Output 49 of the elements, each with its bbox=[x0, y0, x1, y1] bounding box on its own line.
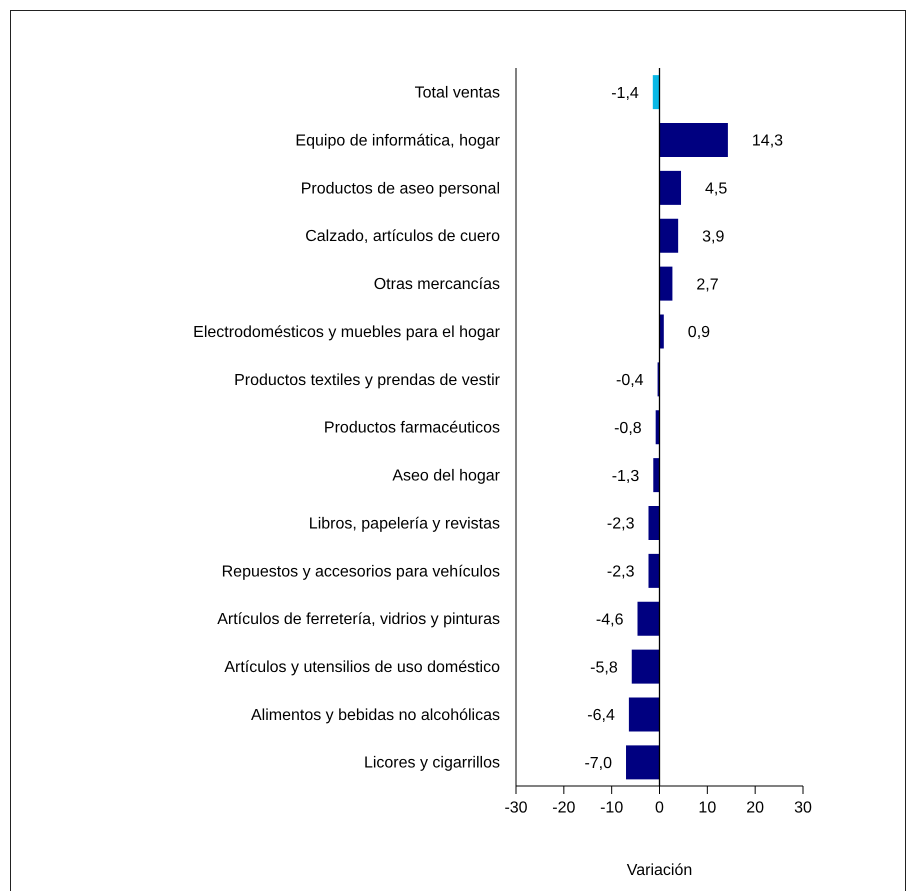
x-tick-label: 10 bbox=[698, 799, 716, 816]
y-tick-label: Calzado, artículos de cuero bbox=[305, 228, 500, 246]
data-label: -2,3 bbox=[606, 564, 635, 581]
data-label: 14,3 bbox=[752, 132, 784, 150]
data-label: -0,4 bbox=[616, 372, 644, 390]
bar bbox=[652, 75, 660, 110]
y-tick-label: Licores y cigarrillos bbox=[364, 754, 500, 772]
data-label: -4,6 bbox=[596, 611, 624, 628]
data-label: -1,4 bbox=[611, 84, 639, 102]
y-tick-label: Productos textiles y prendas de vestir bbox=[234, 372, 501, 389]
x-axis-title: Variación bbox=[626, 862, 692, 879]
y-tick-label: Productos de aseo personal bbox=[300, 180, 500, 198]
bar bbox=[660, 218, 678, 253]
data-label: -1,3 bbox=[612, 468, 640, 485]
y-tick-label: Alimentos y bebidas no alcohólicas bbox=[250, 706, 500, 724]
bar bbox=[632, 650, 660, 684]
data-label: -7,0 bbox=[584, 754, 612, 772]
bar bbox=[648, 506, 660, 540]
y-tick-label: Electrodomésticos y muebles para el hogar bbox=[193, 324, 501, 341]
y-tick-label: Productos farmacéuticos bbox=[324, 420, 500, 437]
y-tick-label: Total ventas bbox=[414, 84, 500, 102]
y-tick-label: Artículos de ferretería, vidrios y pinturas bbox=[217, 611, 500, 628]
data-label: 0,9 bbox=[688, 324, 710, 342]
x-tick-label: 30 bbox=[794, 799, 812, 816]
y-tick-label: Repuestos y accesorios para vehículos bbox=[222, 563, 500, 580]
data-label: -5,8 bbox=[590, 659, 618, 676]
data-label: 4,5 bbox=[705, 180, 728, 198]
x-tick-label: -20 bbox=[552, 799, 576, 816]
y-tick-label: Aseo del hogar bbox=[392, 468, 501, 485]
y-tick-label: Artículos y utensilios de uso doméstico bbox=[224, 659, 500, 676]
bar bbox=[628, 697, 660, 732]
bar bbox=[626, 745, 660, 780]
data-label: -6,4 bbox=[587, 707, 615, 724]
x-tick-label: 20 bbox=[746, 799, 764, 816]
data-label: 2,7 bbox=[696, 276, 719, 294]
data-label: -0,8 bbox=[614, 420, 642, 437]
y-tick-label: Otras mercancías bbox=[374, 276, 500, 294]
x-tick-label: 0 bbox=[655, 799, 664, 816]
bar bbox=[660, 123, 728, 158]
bar bbox=[648, 554, 660, 588]
y-tick-label: Libros, papelería y revistas bbox=[308, 515, 500, 532]
bar bbox=[660, 170, 682, 205]
x-tick-label: -30 bbox=[504, 799, 528, 816]
bar bbox=[660, 266, 672, 301]
y-tick-label: Equipo de informática, hogar bbox=[295, 132, 501, 150]
x-tick-label: -10 bbox=[600, 799, 624, 816]
data-label: -2,3 bbox=[606, 516, 635, 533]
bar bbox=[637, 602, 660, 636]
data-label: 3,9 bbox=[702, 228, 724, 246]
